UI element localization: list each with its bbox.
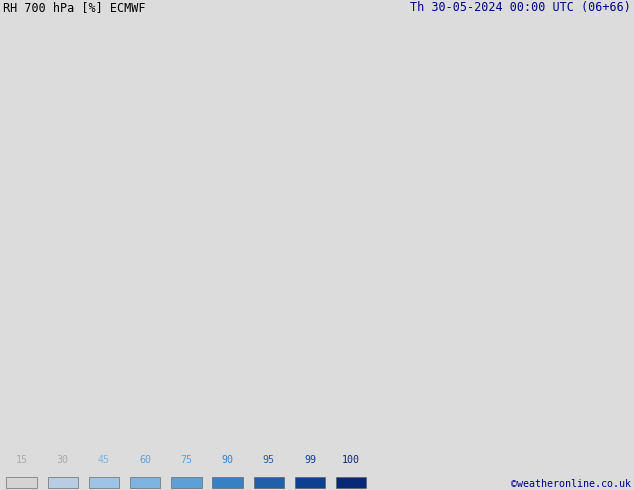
Bar: [89, 477, 119, 488]
Text: 99: 99: [304, 455, 316, 465]
Bar: [48, 477, 78, 488]
Bar: [6, 477, 37, 488]
Bar: [171, 477, 202, 488]
Text: 15: 15: [16, 455, 27, 465]
Text: 90: 90: [222, 455, 233, 465]
Bar: [336, 477, 366, 488]
Text: 60: 60: [139, 455, 151, 465]
Bar: [130, 477, 160, 488]
Text: 95: 95: [263, 455, 275, 465]
Text: Th 30-05-2024 00:00 UTC (06+66): Th 30-05-2024 00:00 UTC (06+66): [410, 1, 631, 15]
Text: ©weatheronline.co.uk: ©weatheronline.co.uk: [511, 479, 631, 489]
Bar: [254, 477, 284, 488]
Bar: [212, 477, 243, 488]
Text: 30: 30: [57, 455, 68, 465]
Bar: [295, 477, 325, 488]
Text: 75: 75: [181, 455, 192, 465]
Text: RH 700 hPa [%] ECMWF: RH 700 hPa [%] ECMWF: [3, 1, 146, 15]
Text: 45: 45: [98, 455, 110, 465]
Text: 100: 100: [342, 455, 360, 465]
